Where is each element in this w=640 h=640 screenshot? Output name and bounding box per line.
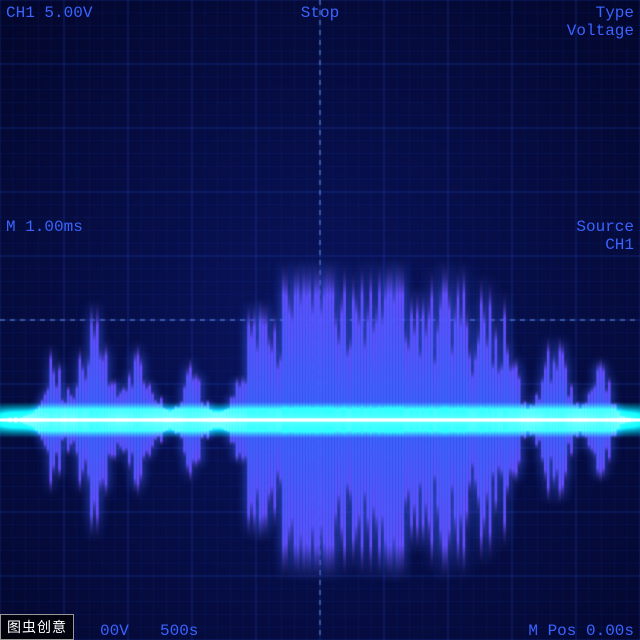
waveform-layer bbox=[0, 0, 640, 640]
oscilloscope-display: { "canvas": { "width": 640, "height": 64… bbox=[0, 0, 640, 640]
watermark-badge: 图虫创意 bbox=[0, 614, 74, 640]
